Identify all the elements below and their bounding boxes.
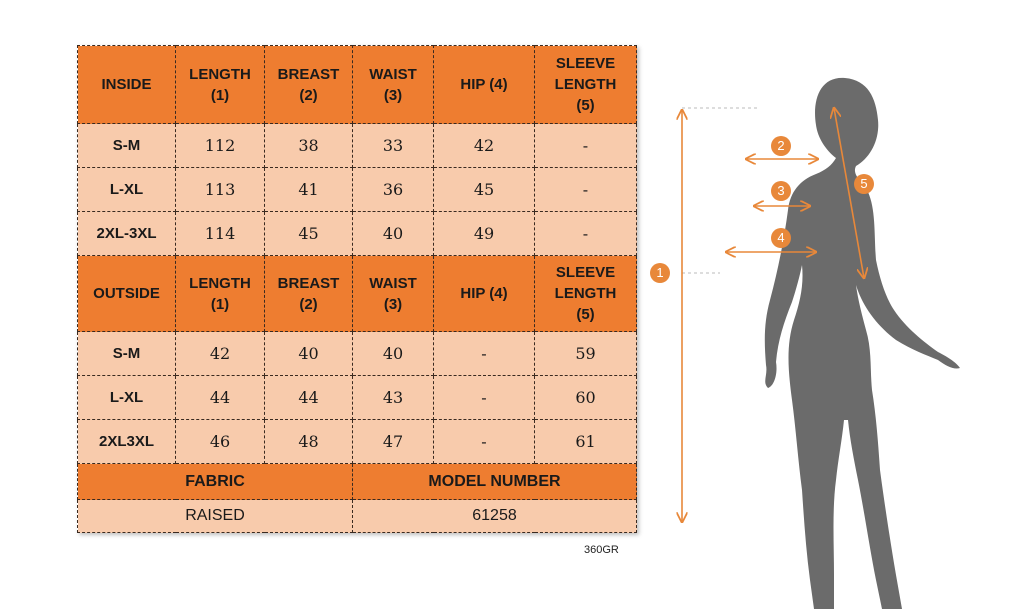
marker-5-icon: 5 — [854, 174, 874, 194]
table-row: S-M 112 38 33 42 - — [77, 123, 637, 168]
marker-3-icon: 3 — [771, 181, 791, 201]
column-header: BREAST (2) — [264, 45, 353, 124]
column-header: HIP (4) — [433, 255, 535, 332]
table-cell: 48 — [264, 419, 353, 464]
model-number-label: MODEL NUMBER — [352, 463, 637, 500]
footer-value-row: RAISED 61258 — [77, 499, 637, 533]
size-label: S-M — [77, 123, 176, 168]
size-label: S-M — [77, 331, 176, 376]
table-cell: - — [433, 419, 535, 464]
column-header: BREAST (2) — [264, 255, 353, 332]
table-cell: 40 — [352, 211, 434, 256]
fabric-label: FABRIC — [77, 463, 353, 500]
table-cell: 44 — [175, 375, 265, 420]
column-header: WAIST (3) — [352, 255, 434, 332]
fabric-value: RAISED — [77, 499, 353, 533]
svg-text:1: 1 — [656, 265, 663, 280]
table-cell: 45 — [264, 211, 353, 256]
size-label: L-XL — [77, 375, 176, 420]
column-header: SLEEVE LENGTH (5) — [534, 45, 637, 124]
woman-silhouette-icon — [764, 77, 960, 609]
svg-text:3: 3 — [777, 183, 784, 198]
table-cell: 36 — [352, 167, 434, 212]
table-cell: - — [534, 211, 637, 256]
column-header: SLEEVE LENGTH (5) — [534, 255, 637, 332]
model-number-value: 61258 — [352, 499, 637, 533]
table-cell: 112 — [175, 123, 265, 168]
size-label: L-XL — [77, 167, 176, 212]
column-header: WAIST (3) — [352, 45, 434, 124]
size-chart-table: INSIDE LENGTH (1) BREAST (2) WAIST (3) H… — [77, 45, 637, 533]
table-cell: 42 — [175, 331, 265, 376]
table-cell: 61 — [534, 419, 637, 464]
column-header: LENGTH (1) — [175, 255, 265, 332]
table-row: S-M 42 40 40 - 59 — [77, 331, 637, 376]
svg-text:2: 2 — [777, 138, 784, 153]
table-cell: - — [433, 331, 535, 376]
table-cell: 114 — [175, 211, 265, 256]
section-title: OUTSIDE — [77, 255, 176, 332]
svg-text:4: 4 — [777, 230, 784, 245]
marker-4-icon: 4 — [771, 228, 791, 248]
marker-2-icon: 2 — [771, 136, 791, 156]
table-cell: 45 — [433, 167, 535, 212]
marker-1-icon: 1 — [650, 263, 670, 283]
table-cell: - — [534, 167, 637, 212]
table-cell: 60 — [534, 375, 637, 420]
size-label: 2XL-3XL — [77, 211, 176, 256]
table-cell: - — [433, 375, 535, 420]
size-label: 2XL3XL — [77, 419, 176, 464]
table-cell: 47 — [352, 419, 434, 464]
inside-header-row: INSIDE LENGTH (1) BREAST (2) WAIST (3) H… — [77, 45, 637, 124]
weight-note: 360GR — [584, 544, 619, 556]
table-cell: 46 — [175, 419, 265, 464]
table-cell: 59 — [534, 331, 637, 376]
table-cell: 113 — [175, 167, 265, 212]
table-cell: 33 — [352, 123, 434, 168]
table-cell: 40 — [352, 331, 434, 376]
table-cell: 40 — [264, 331, 353, 376]
table-cell: 43 — [352, 375, 434, 420]
footer-header-row: FABRIC MODEL NUMBER — [77, 463, 637, 500]
measurement-figure: 1 2 3 4 5 — [650, 77, 960, 609]
table-cell: 49 — [433, 211, 535, 256]
column-header: LENGTH (1) — [175, 45, 265, 124]
table-row: L-XL 113 41 36 45 - — [77, 167, 637, 212]
table-row: L-XL 44 44 43 - 60 — [77, 375, 637, 420]
outside-header-row: OUTSIDE LENGTH (1) BREAST (2) WAIST (3) … — [77, 255, 637, 332]
table-row: 2XL-3XL 114 45 40 49 - — [77, 211, 637, 256]
svg-text:5: 5 — [860, 176, 867, 191]
table-cell: 42 — [433, 123, 535, 168]
table-cell: - — [534, 123, 637, 168]
column-header: HIP (4) — [433, 45, 535, 124]
section-title: INSIDE — [77, 45, 176, 124]
table-cell: 41 — [264, 167, 353, 212]
table-cell: 44 — [264, 375, 353, 420]
table-cell: 38 — [264, 123, 353, 168]
table-row: 2XL3XL 46 48 47 - 61 — [77, 419, 637, 464]
